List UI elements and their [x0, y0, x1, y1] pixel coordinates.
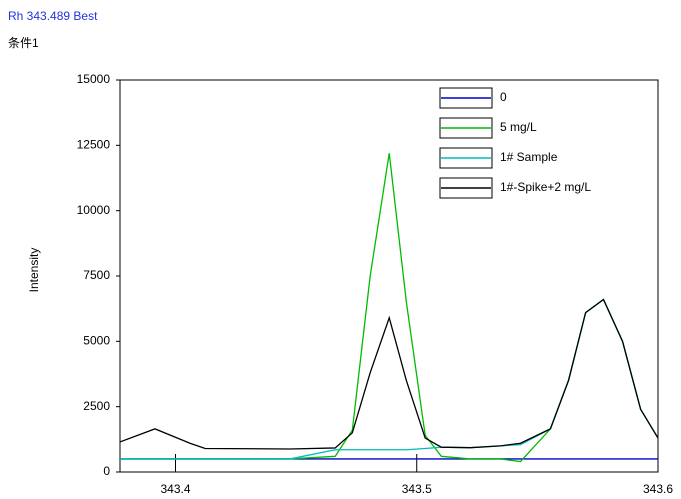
series-line: [120, 153, 659, 463]
y-tick-label: 7500: [83, 268, 110, 282]
chart-subtitle: 条件1: [8, 36, 39, 50]
legend-label: 1#-Spike+2 mg/L: [500, 180, 591, 194]
x-tick-label: 343.5: [402, 482, 432, 496]
legend-label: 5 mg/L: [500, 120, 537, 134]
x-tick-label: 343.6: [643, 482, 673, 496]
legend-label: 0: [500, 90, 507, 104]
y-tick-label: 5000: [83, 334, 110, 348]
y-tick-label: 2500: [83, 399, 110, 413]
y-tick-label: 12500: [77, 138, 111, 152]
plot-frame: [119, 79, 659, 473]
chart-title: Rh 343.489 Best: [8, 9, 98, 23]
series-line: [120, 298, 659, 460]
y-tick-label: 15000: [77, 72, 111, 86]
x-tick-label: 343.4: [160, 482, 190, 496]
series-line: [119, 298, 659, 450]
y-axis-label: Intensity: [27, 248, 41, 293]
y-tick-label: 10000: [77, 203, 111, 217]
y-tick-label: 0: [103, 464, 110, 478]
legend-label: 1# Sample: [500, 150, 558, 164]
